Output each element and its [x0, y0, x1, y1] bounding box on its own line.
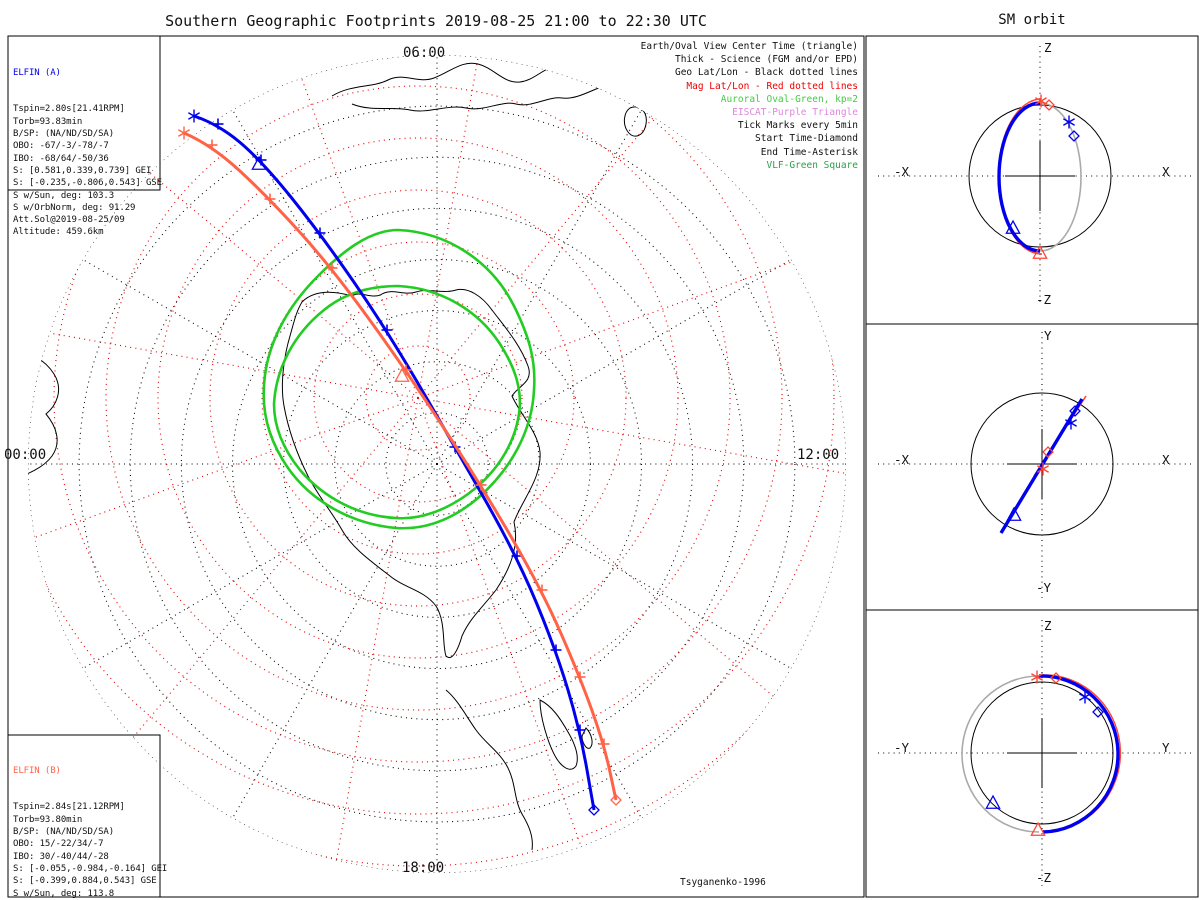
info-line: Torb=93.80min	[13, 814, 83, 825]
legend-item: Earth/Oval View Center Time (triangle)	[640, 41, 858, 52]
legend-item: EISCAT-Purple Triangle	[732, 107, 858, 119]
island-bottom	[539, 699, 578, 770]
coast-right	[835, 305, 846, 349]
info-box-elfin-a: ELFIN (A) Tspin=2.80s[21.41RPM] Torb=93.8…	[13, 42, 162, 239]
orbit-red-arc	[997, 98, 1043, 255]
info-line: B/SP: (NA/ND/SD/SA)	[13, 827, 115, 838]
info-line: Torb=93.83min	[13, 116, 83, 127]
p2-axis-left: -X	[894, 452, 910, 467]
p3-axis-left: -Y	[894, 740, 910, 755]
info-line: Tspin=2.80s[21.41RPM]	[13, 104, 125, 115]
info-box-a-frame	[7, 35, 161, 191]
sm-panel-xz	[878, 46, 1192, 306]
satellite-footprints	[178, 109, 622, 816]
p2-axis-bottom: -Y	[1036, 580, 1052, 595]
earth-circle	[970, 392, 1114, 536]
time-label-1800: 18:00	[402, 860, 445, 876]
p1-axis-left: -X	[894, 164, 910, 179]
earth-circle	[970, 681, 1114, 825]
auroral-oval	[262, 228, 536, 530]
orbit-blue-arc	[1038, 674, 1120, 834]
p1-axis-top: Z	[1044, 40, 1052, 55]
elfin-a-title: ELFIN (A)	[13, 67, 61, 78]
info-line: S w/Sun, deg: 113.8	[13, 888, 115, 899]
legend-item: Tick Marks every 5min	[737, 120, 858, 132]
info-line: Tspin=2.84s[21.12RPM]	[13, 802, 125, 813]
p3-axis-right: Y	[1162, 740, 1170, 755]
p2-axis-top: Y	[1044, 328, 1052, 343]
legend: Earth/Oval View Center Time (triangle) Th…	[641, 40, 858, 172]
info-line: Altitude: 459.6km	[13, 227, 104, 238]
info-box-elfin-b: ELFIN (B) Tspin=2.84s[21.12RPM] Torb=93.8…	[13, 740, 168, 900]
info-line: S: [-0.399,0.884,0.543] GSE	[13, 876, 157, 887]
orbit-blue-arc	[997, 101, 1041, 253]
auroral-oval-inner	[272, 284, 522, 520]
info-line: OBO: -67/-3/-78/-7	[13, 141, 109, 152]
sm-panel-yz	[878, 620, 1192, 886]
coast-top-inner	[351, 83, 611, 112]
orbit-gray-arc	[1039, 102, 1082, 252]
info-line: S w/Sun, deg: 103.3	[13, 190, 115, 201]
footprint-path	[183, 131, 618, 801]
credits: Tsyganenko-1996 Created: Wed Jan 25 13:3…	[680, 849, 869, 900]
sm-orbit-title: SM orbit	[998, 12, 1066, 28]
info-line: IBO: 30/-40/44/-28	[13, 851, 109, 862]
model-label: Tsyganenko-1996	[680, 877, 766, 888]
time-label-0600: 06:00	[403, 45, 446, 61]
p1-axis-right: X	[1162, 164, 1170, 179]
geographic-grid	[28, 55, 846, 873]
map-frame	[7, 35, 865, 898]
legend-item: Mag Lat/Lon - Red dotted lines	[686, 80, 858, 92]
p2-axis-right: X	[1162, 452, 1170, 467]
info-box-b-frame	[7, 734, 161, 898]
info-line: IBO: -68/64/-50/36	[13, 153, 109, 164]
sm-panel-xy	[878, 332, 1192, 598]
page-title: Southern Geographic Footprints 2019-08-2…	[165, 12, 707, 30]
info-line: OBO: 15/-22/34/-7	[13, 839, 104, 850]
info-line: S w/OrbNorm, deg: 91.29	[13, 202, 136, 213]
coast-bottom	[445, 689, 533, 851]
auroral-oval-outer	[262, 228, 536, 530]
coast-left	[28, 349, 59, 485]
legend-item: Auroral Oval-Green, kp=2	[720, 93, 858, 105]
sm-orbit-markers	[985, 94, 1104, 836]
sm-panel-frame-3	[865, 609, 1199, 898]
magnetic-grid	[28, 55, 846, 873]
info-line: S: [-0.235,-0.806,0.543] GSE	[13, 178, 162, 189]
footprint-path	[193, 114, 596, 811]
info-line: S: [-0.055,-0.984,-0.164] GEI	[13, 863, 168, 874]
p3-axis-bottom: -Z	[1036, 870, 1052, 885]
info-line: Att.Sol@2019-08-25/09	[13, 215, 125, 226]
orbit-blue-line	[999, 398, 1084, 534]
legend-item: End Time-Asterisk	[760, 146, 858, 158]
legend-item: Geo Lat/Lon - Black dotted lines	[674, 67, 858, 79]
p3-axis-top: Z	[1044, 618, 1052, 633]
elfin-b-title: ELFIN (B)	[13, 765, 61, 776]
info-line: S: [0.581,0.339,0.739] GEI	[13, 165, 152, 176]
p1-axis-bottom: -Z	[1036, 292, 1052, 307]
legend-item: VLF-Green Square	[766, 159, 858, 171]
orbit-gray-arc	[961, 675, 1040, 833]
time-label-1200: 12:00	[797, 447, 840, 463]
legend-item: Thick - Science (FGM and/or EPD)	[674, 54, 858, 66]
legend-item: Start Time-Diamond	[755, 133, 858, 145]
sm-panel-frame-1	[865, 35, 1199, 325]
time-label-0000: 00:00	[4, 447, 47, 463]
info-line: B/SP: (NA/ND/SD/SA)	[13, 129, 115, 140]
sm-panel-frame-2	[865, 323, 1199, 611]
